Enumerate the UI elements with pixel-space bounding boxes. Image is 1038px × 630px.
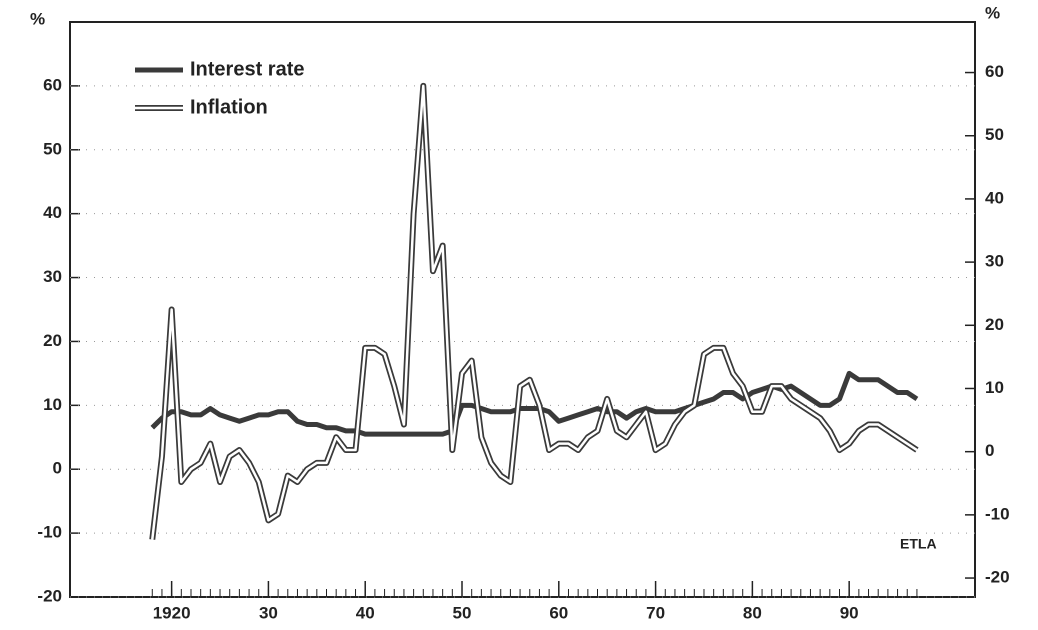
- x-tick-label: 50: [453, 603, 472, 622]
- y2-axis-label: %: [985, 3, 1000, 22]
- x-tick-label: 80: [743, 603, 762, 622]
- x-tick-label: 70: [646, 603, 665, 622]
- y2-tick-label: 20: [985, 315, 1004, 334]
- y2-tick-label: -10: [985, 504, 1010, 523]
- y-tick-label: 60: [43, 75, 62, 94]
- y2-tick-label: 40: [985, 188, 1004, 207]
- y-tick-label: -20: [37, 586, 62, 605]
- y-tick-label: 20: [43, 331, 62, 350]
- plot-frame: [69, 21, 976, 598]
- y-axis-label: %: [30, 9, 45, 28]
- x-tick-label: 1920: [153, 603, 191, 622]
- series-line: [149, 82, 919, 540]
- x-tick-label: 40: [356, 603, 375, 622]
- y2-tick-label: -20: [985, 568, 1010, 587]
- y2-tick-label: 10: [985, 378, 1004, 397]
- annotation: ETLA: [900, 536, 937, 552]
- y-tick-label: -10: [37, 523, 62, 542]
- y2-tick-label: 30: [985, 252, 1004, 271]
- y-tick-label: 40: [43, 203, 62, 222]
- x-tick-label: 30: [259, 603, 278, 622]
- y2-tick-label: 0: [985, 441, 994, 460]
- legend-label: Interest rate: [190, 58, 305, 80]
- y-tick-label: 0: [53, 459, 62, 478]
- y-tick-label: 30: [43, 267, 62, 286]
- y2-tick-label: 60: [985, 62, 1004, 81]
- x-tick-label: 60: [549, 603, 568, 622]
- legend-label: Inflation: [190, 96, 268, 118]
- series-line-inner: [151, 84, 918, 540]
- y-tick-label: 50: [43, 139, 62, 158]
- x-tick-label: 90: [840, 603, 859, 622]
- y2-tick-label: 50: [985, 125, 1004, 144]
- series-line: [150, 370, 919, 437]
- y-tick-label: 10: [43, 395, 62, 414]
